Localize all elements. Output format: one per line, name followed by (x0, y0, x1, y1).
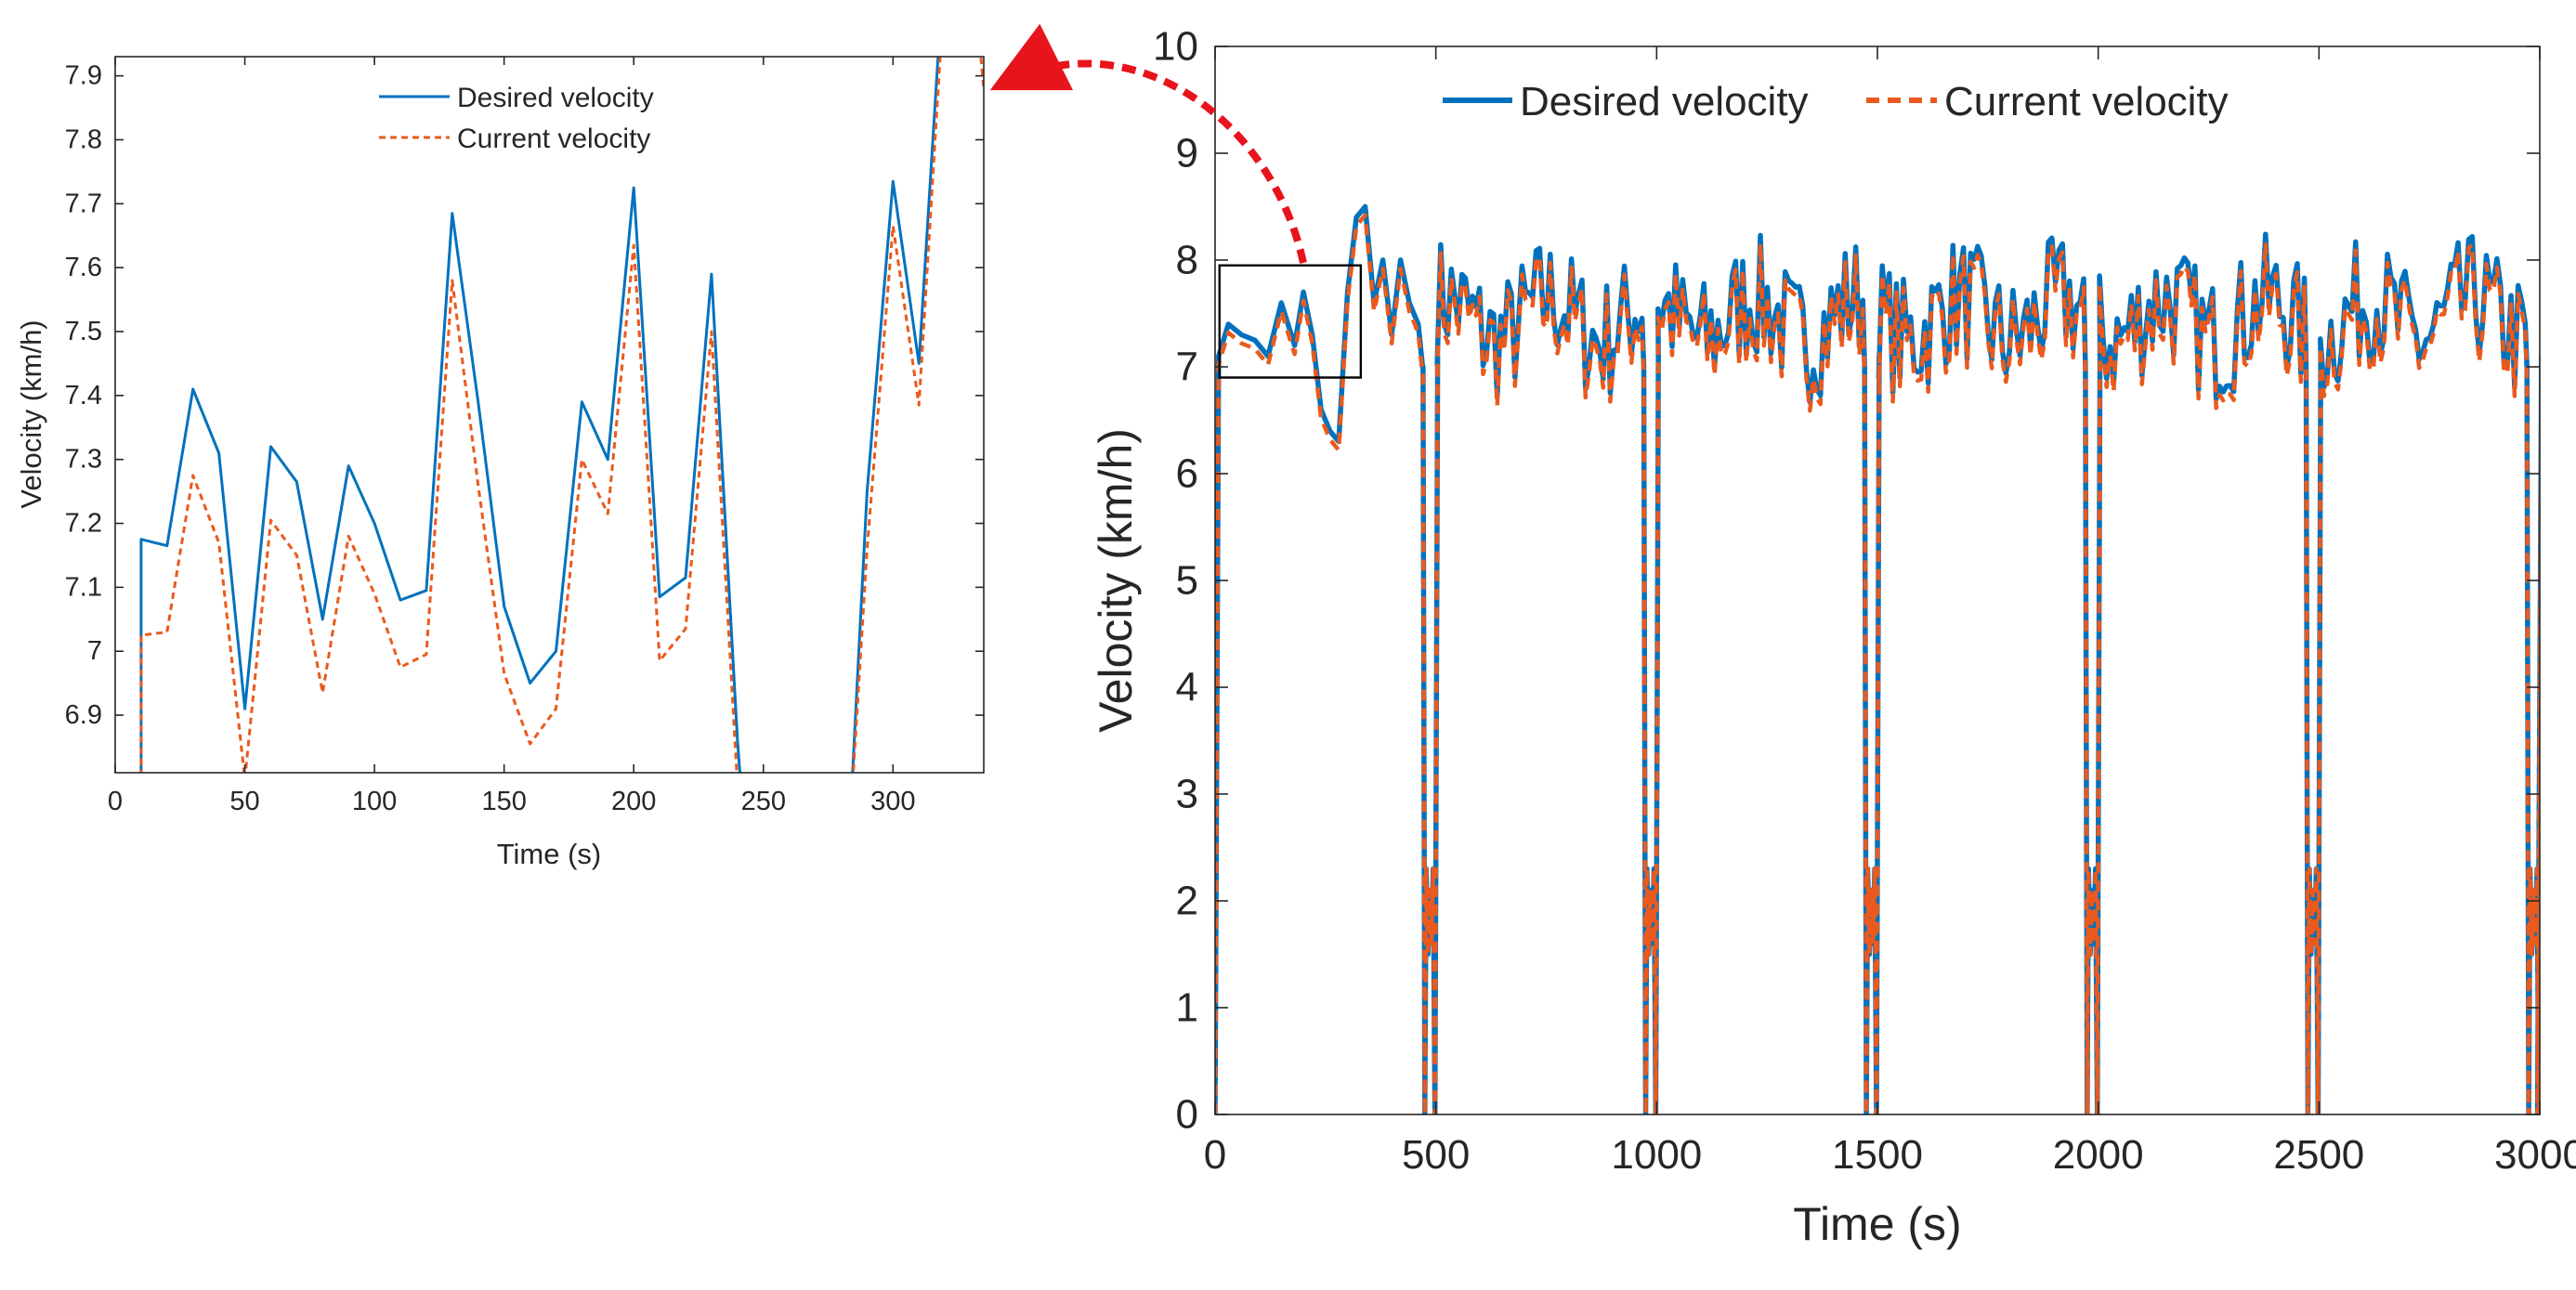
zoom-x-ticks: 0 50 100 150 200 250 300 (108, 57, 916, 816)
main-y-axis-label: Velocity (km/h) (1090, 428, 1142, 733)
y-tick-label: 8 (1176, 238, 1198, 283)
y-tick-label: 10 (1153, 24, 1198, 70)
main-x-ticks: 0 500 1000 1500 2000 2500 3000 (1204, 46, 2576, 1178)
zoom-series-lines (139, 57, 984, 773)
zoom-series-current-line (139, 57, 984, 773)
x-tick-label: 0 (108, 787, 123, 816)
x-tick-label: 3000 (2494, 1132, 2576, 1178)
zoom-chart: 0 50 100 150 200 250 300 6.9 7 7.1 7.2 7.3 7.4 7.5 7.… (15, 56, 985, 870)
main-x-axis-label: Time (s) (1793, 1198, 1961, 1250)
x-tick-label: 100 (352, 787, 397, 816)
main-legend: Desired velocity Current velocity (1443, 79, 2229, 124)
x-tick-label: 50 (229, 787, 259, 816)
zoom-region-box (1218, 264, 1363, 379)
x-tick-label: 2000 (2053, 1132, 2144, 1178)
zoom-legend-desired-label: Desired velocity (457, 83, 654, 113)
zoom-y-axis-label: Velocity (km/h) (15, 319, 47, 508)
y-tick-label: 7 (1176, 345, 1198, 390)
x-tick-label: 150 (481, 787, 526, 816)
y-tick-label: 6 (1176, 451, 1198, 497)
y-tick-label: 6.9 (65, 700, 102, 730)
y-tick-label: 7.3 (65, 445, 102, 475)
x-tick-label: 2500 (2273, 1132, 2364, 1178)
zoom-legend: Desired velocity Current velocity (379, 83, 654, 154)
main-series-lines (1215, 203, 2540, 1114)
main-chart: 0 500 1000 1500 2000 2500 3000 0 1 2 3 4 5 6 7 8 9 10 Ti… (1090, 24, 2576, 1251)
x-tick-label: 200 (611, 787, 656, 816)
y-tick-label: 7.4 (65, 381, 102, 410)
y-tick-label: 7.9 (65, 61, 102, 91)
y-tick-label: 7.8 (65, 124, 102, 154)
y-tick-label: 5 (1176, 558, 1198, 604)
y-tick-label: 0 (1176, 1092, 1198, 1138)
y-tick-label: 9 (1176, 131, 1198, 176)
y-tick-label: 7.6 (65, 253, 102, 282)
y-tick-label: 7.7 (65, 189, 102, 218)
zoom-arrow (989, 23, 1307, 264)
x-tick-label: 250 (741, 787, 786, 816)
y-tick-label: 7.1 (65, 572, 102, 602)
zoom-series-desired-line (139, 57, 940, 773)
main-legend-desired-label: Desired velocity (1520, 79, 1809, 124)
zoom-y-ticks: 6.9 7 7.1 7.2 7.3 7.4 7.5 7.6 7.7 7.8 7.9 (65, 61, 984, 730)
main-y-ticks: 0 1 2 3 4 5 6 7 8 9 10 (1153, 24, 2540, 1138)
y-tick-label: 1 (1176, 985, 1198, 1031)
x-tick-label: 500 (1402, 1132, 1470, 1178)
y-tick-label: 7.2 (65, 509, 102, 539)
x-tick-label: 0 (1204, 1132, 1226, 1178)
y-tick-label: 3 (1176, 772, 1198, 817)
main-series-current-line (1215, 213, 2540, 1114)
zoom-legend-current-label: Current velocity (457, 124, 650, 154)
x-tick-label: 1000 (1611, 1132, 1702, 1178)
y-tick-label: 2 (1176, 879, 1198, 924)
y-tick-label: 7 (87, 636, 102, 666)
x-tick-label: 1500 (1832, 1132, 1923, 1178)
zoom-plot-box (114, 56, 985, 774)
x-tick-label: 300 (870, 787, 915, 816)
zoom-x-axis-label: Time (s) (497, 838, 602, 870)
y-tick-label: 4 (1176, 665, 1198, 710)
y-tick-label: 7.5 (65, 317, 102, 346)
main-legend-current-label: Current velocity (1944, 79, 2229, 124)
